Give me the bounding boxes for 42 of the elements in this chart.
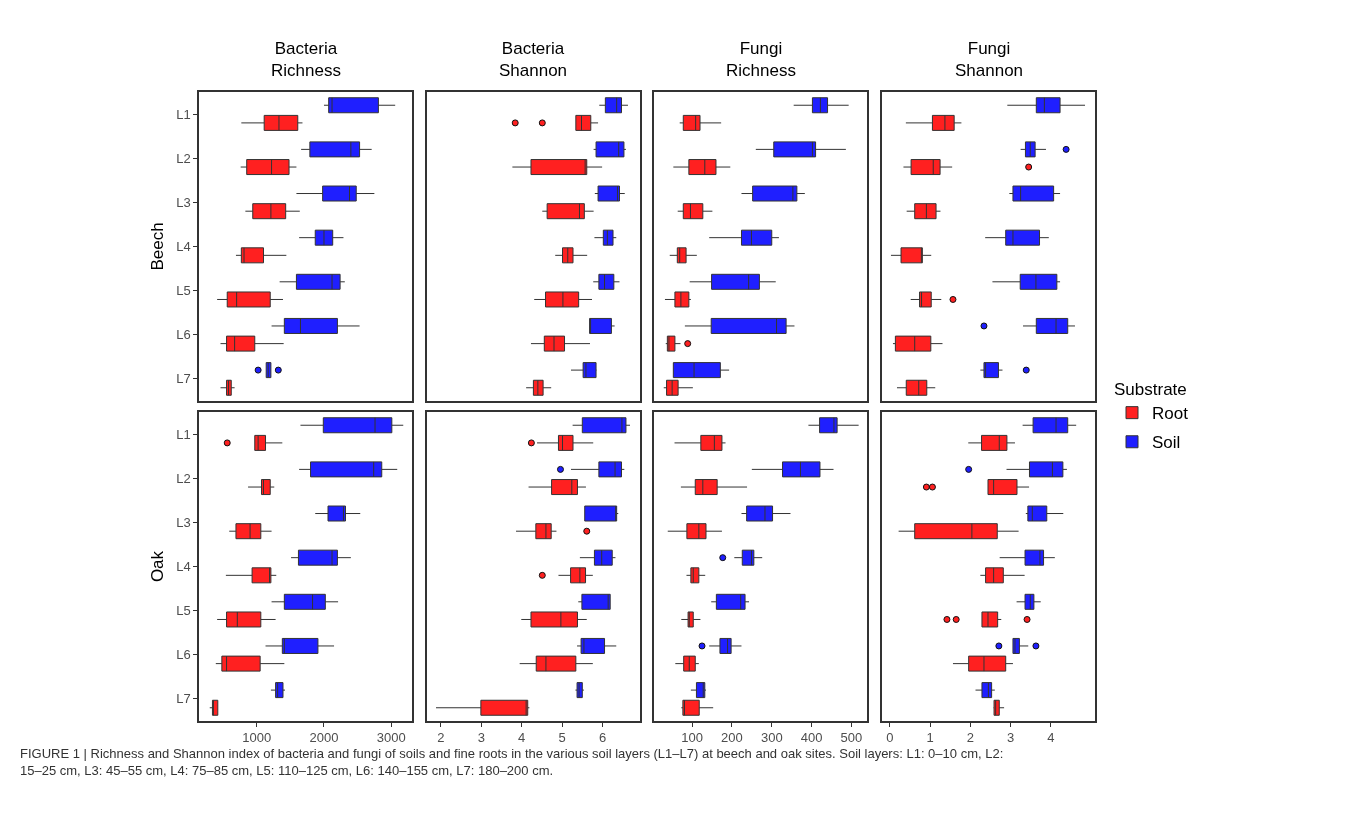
x-tick-label: 1 [926, 730, 934, 746]
x-tick-label: 5 [558, 730, 566, 746]
legend-title: Substrate [1114, 380, 1187, 400]
x-tick-label: 400 [800, 730, 823, 746]
x-tick-label: 500 [840, 730, 863, 746]
chart-title: Bacteria Richness [271, 39, 341, 81]
x-tick-label: 2000 [309, 730, 339, 746]
y-tick-label: L3 [176, 194, 191, 210]
x-tick-label: 2 [966, 730, 974, 746]
caption: FIGURE 1 | Richness and Shannon index of bacteria and fungi of soils and fine roots in the various soil layers (L1–L7) at beech and oak sites. Soil layers: L1: 0–10 cm, L2: 15–25 cm, L3: 45–55 cm, L4: 75–85 cm, L5: 110–125 cm, L6: 140–155 cm, L7: 180–200 cm. [20, 746, 1004, 778]
legend-label: Root [1152, 404, 1189, 424]
y-tick-label: L1 [176, 426, 191, 442]
x-tick-label: 0 [886, 730, 894, 746]
y-tick-label: L2 [176, 150, 191, 166]
x-tick-label: 1000 [242, 730, 272, 746]
chart-title: Fungi Shannon [955, 39, 1024, 81]
legend-label: Soil [1152, 433, 1181, 453]
x-tick-label: 2 [437, 730, 445, 746]
y-tick-label: L6 [176, 327, 191, 343]
chart-title: Bacteria Shannon [499, 39, 568, 81]
y-axis-title: Beech [148, 222, 168, 271]
x-tick-label: 4 [518, 730, 526, 746]
y-tick-label: L1 [176, 106, 191, 122]
y-tick-label: L6 [176, 647, 191, 663]
y-tick-label: L5 [176, 283, 191, 299]
x-tick-label: 4 [1047, 730, 1055, 746]
x-tick-label: 3 [477, 730, 485, 746]
y-tick-label: L2 [176, 470, 191, 486]
x-tick-label: 100 [681, 730, 703, 746]
x-tick-label: 300 [760, 730, 783, 746]
x-tick-label: 6 [598, 730, 607, 746]
x-tick-label: 3 [1006, 730, 1015, 746]
y-tick-label: L7 [176, 691, 191, 707]
y-tick-label: L3 [176, 514, 191, 530]
x-tick-label: 3000 [376, 730, 406, 746]
chart-title: Fungi Richness [726, 39, 796, 81]
x-tick-label: 200 [721, 730, 743, 746]
y-axis-title: Oak [148, 550, 168, 583]
y-tick-label: L4 [176, 559, 191, 575]
y-tick-label: L5 [176, 603, 191, 619]
y-tick-label: L4 [176, 239, 191, 255]
y-tick-label: L7 [176, 371, 191, 387]
